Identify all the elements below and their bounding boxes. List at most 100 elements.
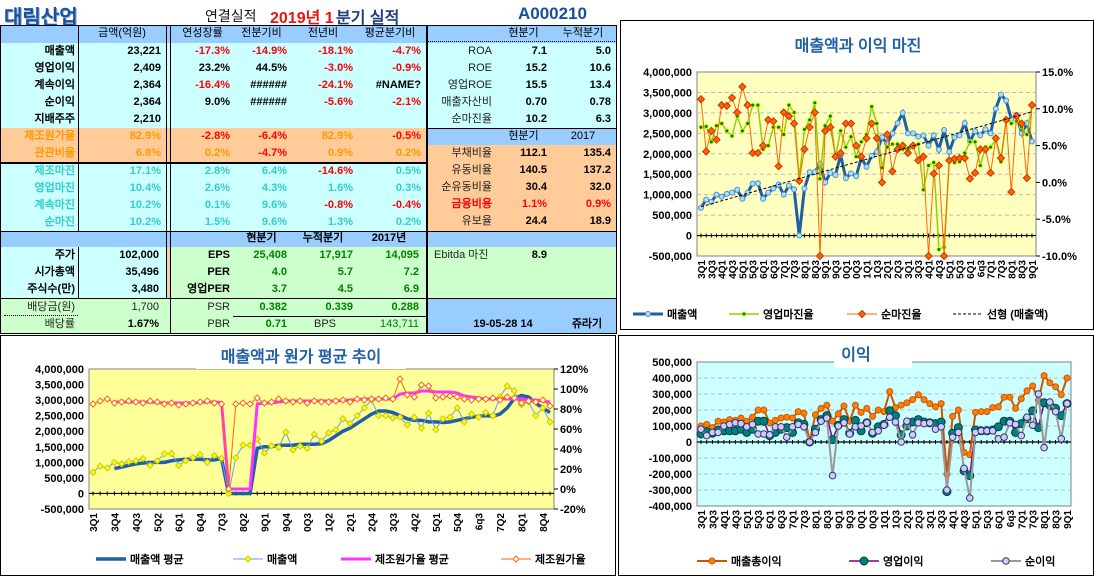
balance-section-bg	[428, 145, 617, 231]
data-point	[160, 400, 169, 408]
data-point	[951, 134, 958, 141]
data-point	[774, 162, 783, 171]
x-axis-tick-label: 3Q4	[110, 513, 121, 532]
income-section-bg	[0, 43, 426, 128]
data-point	[983, 408, 991, 416]
x-axis-tick-label: 7Q1	[789, 510, 800, 529]
cost-value: -4.7%	[258, 147, 287, 159]
data-point	[1029, 382, 1037, 390]
data-point	[805, 438, 814, 446]
data-point	[374, 411, 383, 420]
data-point	[886, 388, 894, 396]
data-point	[838, 128, 844, 134]
valuation-header: 누적분기	[302, 232, 344, 244]
cost-label: 제조원가율	[24, 130, 75, 142]
data-point	[925, 142, 932, 149]
y2-axis-tick-label: 5.0%	[1042, 141, 1067, 153]
data-point	[800, 145, 809, 154]
income-header: 금액(억원)	[98, 27, 146, 39]
data-point	[848, 134, 854, 140]
data-point	[482, 395, 490, 403]
valuation-value: 3.7	[271, 283, 287, 295]
data-point	[139, 399, 147, 407]
data-point	[823, 401, 831, 409]
margin-label: 계속마진	[34, 199, 75, 211]
y2-axis-tick-label: 60%	[560, 424, 582, 436]
data-point	[727, 93, 737, 102]
valuation-value: 0.382	[259, 301, 287, 313]
data-point	[1008, 121, 1014, 127]
data-point	[1057, 391, 1065, 399]
data-point	[717, 100, 726, 110]
data-point	[823, 414, 831, 422]
data-point	[888, 167, 897, 176]
dotted-divider	[4, 315, 78, 317]
valuation-label: PSR	[207, 301, 230, 313]
legend-label: 순마진율	[881, 307, 921, 321]
data-point	[1023, 413, 1031, 421]
x-axis-tick-label: 5Q1	[945, 260, 956, 279]
legend-marker	[708, 557, 716, 565]
y2-axis-tick-label: -5.0%	[1042, 214, 1071, 226]
x-axis-tick-label: 8Q2	[239, 513, 250, 532]
balance-value: 135.4	[583, 147, 611, 159]
income-label: 매출액	[44, 45, 75, 57]
data-point	[732, 108, 742, 117]
data-point	[910, 130, 917, 137]
data-point	[967, 139, 973, 145]
y-axis-tick-label: -100,000	[649, 453, 692, 465]
income-label: 계속이익	[34, 79, 75, 91]
data-point	[863, 163, 870, 170]
data-point	[786, 102, 792, 108]
grid-line	[426, 25, 428, 334]
data-point	[453, 404, 461, 412]
legend-marker	[1002, 557, 1010, 565]
data-point	[146, 397, 154, 405]
margin-value: 10.4%	[129, 182, 161, 194]
data-point	[977, 162, 983, 168]
x-axis-tick-label: 3Q1	[697, 260, 708, 279]
data-point	[894, 120, 901, 127]
x-axis-tick-label: 8Q3	[811, 260, 822, 279]
data-point	[708, 139, 714, 145]
data-point	[981, 145, 990, 154]
income-value: 2,364	[133, 79, 161, 91]
x-axis-tick-label: 1Q2	[325, 513, 336, 532]
data-point	[897, 438, 905, 446]
jurassic-button[interactable]: 쥬라기	[571, 318, 603, 330]
income-value	[290, 111, 356, 128]
income-label: 영업이익	[34, 62, 75, 74]
data-point	[1006, 393, 1014, 401]
data-point	[863, 404, 871, 412]
data-point	[948, 433, 957, 441]
data-point	[410, 393, 419, 401]
margin-value: 0.2%	[395, 216, 421, 228]
x-axis-tick-label: 5Q4	[453, 513, 464, 532]
data-point	[1017, 395, 1025, 403]
margin-value: 10.2%	[129, 199, 161, 211]
cost-value: -6.4%	[258, 130, 287, 142]
x-axis-tick-label: 0Q1	[857, 510, 868, 529]
profit-chart: 500,000 400,000 300,000 200,000 100,000 0 -100…	[649, 341, 1074, 568]
valuation-header-band	[0, 231, 617, 247]
data-point	[777, 423, 785, 431]
data-point	[396, 413, 404, 421]
data-point	[935, 146, 942, 153]
market-label: 주가	[54, 249, 75, 261]
y-axis-tick-label: -200,000	[649, 469, 692, 481]
margin-value: 0.5%	[395, 165, 421, 177]
data-point	[986, 168, 995, 178]
grid-line	[0, 231, 617, 232]
data-point	[360, 396, 369, 404]
data-point	[937, 423, 945, 431]
x-axis-tick-label: 2Q4	[367, 513, 378, 532]
data-point	[960, 153, 969, 163]
ratio-value: 15.2	[525, 62, 547, 74]
data-point	[103, 464, 111, 472]
ratio-label: 순마진율	[451, 113, 492, 125]
revenue-cost-chart-panel: 4,000,000 3,500,000 3,000,000 2,500,000 2,00…	[0, 335, 616, 576]
data-point	[874, 406, 882, 414]
data-point	[217, 454, 226, 462]
grid-line	[0, 298, 617, 299]
data-point	[949, 412, 957, 420]
